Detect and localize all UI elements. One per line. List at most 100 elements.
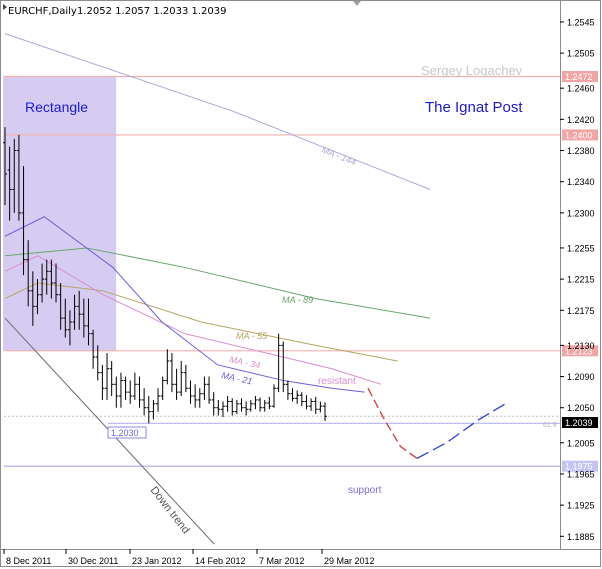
ma-line — [4, 255, 382, 385]
y-tick-label: 1.1925 — [567, 501, 595, 511]
x-axis-ticks: 8 Dec 2011 30 Dec 2011 23 Jan 2012 14 Feb 2… — [3, 549, 375, 566]
window-title: EURCHF,Daily — [8, 6, 77, 17]
price-bar — [49, 259, 54, 299]
x-tick-label: 8 Dec 2011 — [6, 556, 51, 566]
price-bar — [109, 360, 114, 397]
current-price-label: 1.2039 — [565, 418, 593, 428]
price-bar — [81, 298, 86, 338]
price-bar — [58, 283, 63, 330]
y-tick-label: 1.2545 — [567, 17, 595, 27]
price-bar — [105, 353, 110, 400]
price-bar — [258, 397, 263, 412]
x-tick-label: 30 Dec 2011 — [68, 556, 118, 566]
price-bars — [3, 127, 327, 424]
price-bar — [304, 395, 309, 410]
price-bar — [225, 396, 230, 412]
level-price-box — [562, 345, 598, 357]
price-bar — [67, 310, 72, 346]
ma-line — [4, 282, 398, 362]
price-bar — [179, 360, 184, 397]
price-bar — [16, 134, 21, 221]
price-bar — [211, 392, 216, 416]
price-bar — [271, 384, 276, 408]
price-bar — [72, 294, 77, 330]
y-tick-label: 1.2255 — [567, 243, 595, 253]
level-price-box — [562, 129, 598, 141]
price-bar — [3, 127, 7, 206]
window-menu-icon[interactable] — [3, 4, 7, 10]
y-tick-label: 1.2175 — [567, 306, 595, 316]
price-bar — [318, 401, 323, 413]
price-bar — [146, 396, 151, 424]
price-bar — [230, 398, 235, 416]
x-tick-label: 29 Mar 2012 — [324, 556, 375, 566]
price-bar — [54, 263, 59, 303]
price-bar — [207, 376, 212, 404]
resistant-label: resistant — [318, 376, 356, 387]
brand-label: The Ignat Post — [425, 99, 523, 116]
projection-blue — [416, 403, 506, 459]
ma89-label: MA - 89 — [282, 295, 313, 305]
y-tick-label: 1.2300 — [567, 208, 595, 218]
y-tick-label: 1.2005 — [567, 438, 595, 448]
current-price-box — [562, 417, 598, 428]
price-bar — [244, 401, 249, 416]
ohlc-values: 1.2052 1.2057 1.2033 1.2039 — [77, 6, 227, 17]
support-label: support — [348, 485, 382, 496]
price-bar — [77, 290, 82, 330]
rectangle-zone — [3, 76, 117, 351]
level-price-label: 1.2472 — [565, 72, 593, 82]
price-bar — [123, 376, 128, 400]
price-bar — [7, 146, 12, 221]
y-tick-label: 1.1885 — [567, 532, 595, 542]
price-bar — [35, 279, 40, 315]
price-bar — [114, 376, 119, 408]
price-bar — [44, 259, 49, 295]
price-bar — [313, 396, 318, 414]
price-bar — [12, 138, 17, 213]
price-bar — [220, 401, 225, 418]
price-bar — [86, 298, 91, 346]
y-tick-label: 1.2215 — [567, 275, 595, 285]
price-bar — [183, 364, 188, 393]
price-bar — [299, 392, 304, 407]
price-bar — [91, 329, 96, 369]
y-tick-label: 1.2050 — [567, 403, 595, 413]
price-bar — [156, 388, 161, 412]
price-bar — [309, 398, 314, 411]
price-bar — [137, 376, 142, 408]
x-tick-label: 7 Mar 2012 — [259, 556, 305, 566]
price-bar — [26, 240, 31, 307]
level-lines: 1.2472 1.2400 1.2123 1.1975 — [4, 70, 598, 472]
price-bar — [142, 388, 147, 416]
moving-averages — [4, 33, 431, 393]
price-bar — [267, 396, 272, 410]
y-tick-label: 1.2090 — [567, 372, 595, 382]
right-grey-label: 61.8 — [543, 422, 557, 429]
price-bar — [128, 380, 133, 404]
y-tick-label: 1.2380 — [567, 146, 595, 156]
y-tick-label: 1.2130 — [567, 341, 595, 351]
price-bar — [281, 341, 286, 393]
level-price-label: 1.2400 — [565, 130, 593, 140]
price-bar — [118, 372, 123, 408]
y-tick-label: 1.1965 — [567, 469, 595, 479]
price-bar — [160, 376, 165, 400]
price-bar — [248, 399, 253, 412]
price-bar — [323, 402, 327, 421]
price-bar — [169, 353, 174, 393]
y-tick-label: 1.2420 — [567, 115, 595, 125]
support-price-box — [107, 426, 147, 439]
price-bar — [253, 396, 258, 410]
level-price-box — [562, 460, 598, 472]
ma55-label: MA - 55 — [236, 331, 268, 341]
price-bar — [285, 380, 290, 400]
author-label: Sergey Logachev — [421, 63, 523, 78]
shift-marker-icon[interactable] — [353, 1, 361, 6]
price-bar — [174, 368, 179, 400]
price-bar — [100, 364, 105, 400]
price-bar — [262, 399, 267, 412]
y-tick-label: 1.2460 — [567, 84, 595, 94]
